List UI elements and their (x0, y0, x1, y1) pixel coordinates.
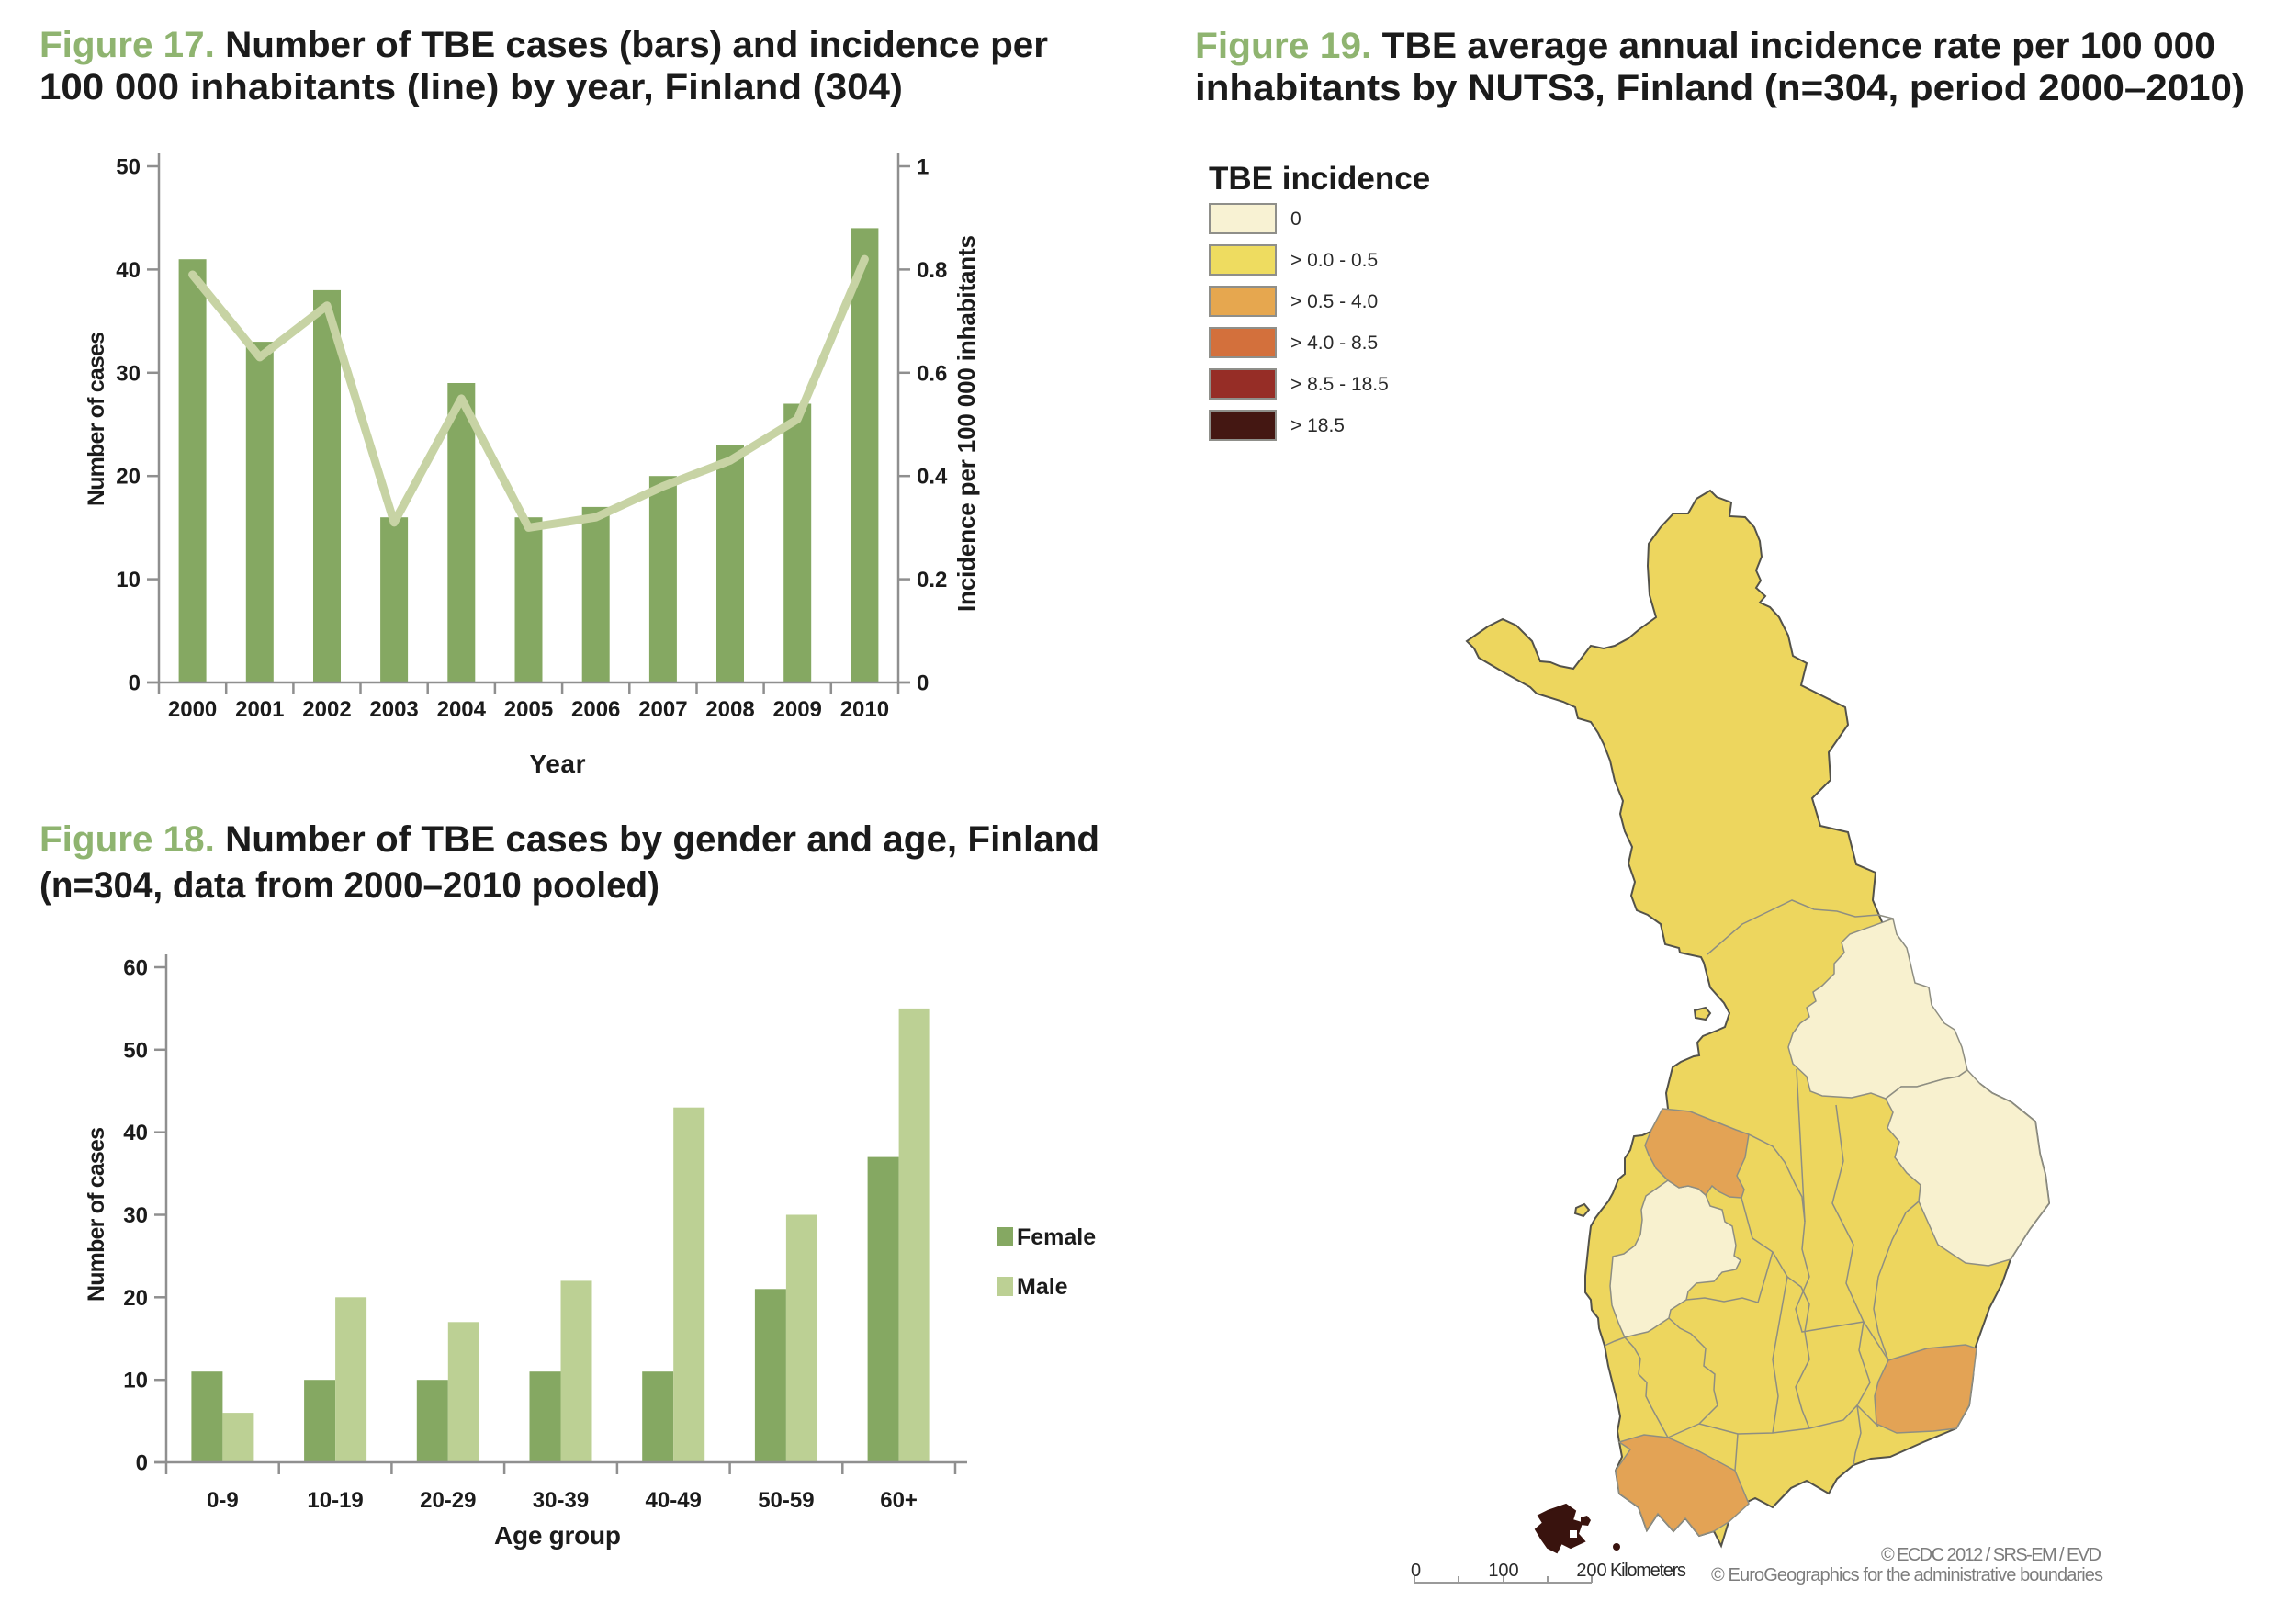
svg-text:2009: 2009 (773, 697, 822, 722)
svg-text:10-19: 10-19 (307, 1488, 363, 1513)
svg-text:2008: 2008 (705, 697, 754, 722)
svg-text:0.6: 0.6 (917, 361, 947, 386)
svg-text:30: 30 (116, 361, 141, 386)
svg-text:Number of cases: Number of cases (84, 332, 109, 506)
svg-text:2000: 2000 (168, 697, 217, 722)
svg-text:Male: Male (1017, 1274, 1068, 1300)
svg-text:Age group: Age group (494, 1521, 621, 1550)
svg-text:Kilometers: Kilometers (1610, 1561, 1686, 1581)
svg-text:20: 20 (116, 465, 141, 490)
svg-text:2006: 2006 (571, 697, 620, 722)
svg-text:1: 1 (917, 155, 929, 180)
svg-text:60+: 60+ (880, 1488, 918, 1513)
svg-text:© EuroGeographics for the admi: © EuroGeographics for the administrative… (1711, 1565, 2103, 1585)
svg-text:50: 50 (116, 155, 141, 180)
svg-text:0: 0 (129, 671, 141, 696)
svg-text:50: 50 (123, 1038, 148, 1063)
svg-text:10: 10 (116, 568, 141, 592)
svg-text:30-39: 30-39 (533, 1488, 589, 1513)
svg-text:2005: 2005 (504, 697, 553, 722)
svg-text:40: 40 (123, 1121, 148, 1145)
svg-text:© ECDC 2012 / SRS-EM / EVD: © ECDC 2012 / SRS-EM / EVD (1881, 1545, 2101, 1565)
svg-text:Female: Female (1017, 1224, 1096, 1250)
svg-text:2007: 2007 (638, 697, 687, 722)
svg-text:0.2: 0.2 (917, 568, 947, 592)
svg-text:2001: 2001 (235, 697, 284, 722)
svg-text:Year: Year (530, 750, 586, 778)
svg-text:Number of cases: Number of cases (84, 1127, 109, 1302)
svg-text:60: 60 (123, 956, 148, 981)
svg-text:2003: 2003 (369, 697, 418, 722)
svg-text:40: 40 (116, 258, 141, 283)
svg-text:40-49: 40-49 (646, 1488, 702, 1513)
svg-text:0: 0 (917, 671, 929, 696)
svg-text:2002: 2002 (302, 697, 351, 722)
svg-text:Incidence per 100 000 inhabita: Incidence per 100 000 inhabitants (952, 235, 980, 612)
svg-text:0-9: 0-9 (207, 1488, 239, 1513)
svg-text:0: 0 (136, 1451, 148, 1476)
svg-text:10: 10 (123, 1369, 148, 1393)
svg-text:0.4: 0.4 (917, 465, 948, 490)
svg-text:2004: 2004 (437, 697, 487, 722)
svg-text:20-29: 20-29 (420, 1488, 476, 1513)
svg-text:200: 200 (1576, 1561, 1606, 1581)
svg-text:0.8: 0.8 (917, 258, 947, 283)
svg-text:50-59: 50-59 (758, 1488, 814, 1513)
svg-text:30: 30 (123, 1203, 148, 1228)
svg-text:100: 100 (1488, 1561, 1518, 1581)
svg-text:2010: 2010 (840, 697, 889, 722)
svg-text:0: 0 (1411, 1561, 1421, 1581)
svg-text:20: 20 (123, 1286, 148, 1311)
